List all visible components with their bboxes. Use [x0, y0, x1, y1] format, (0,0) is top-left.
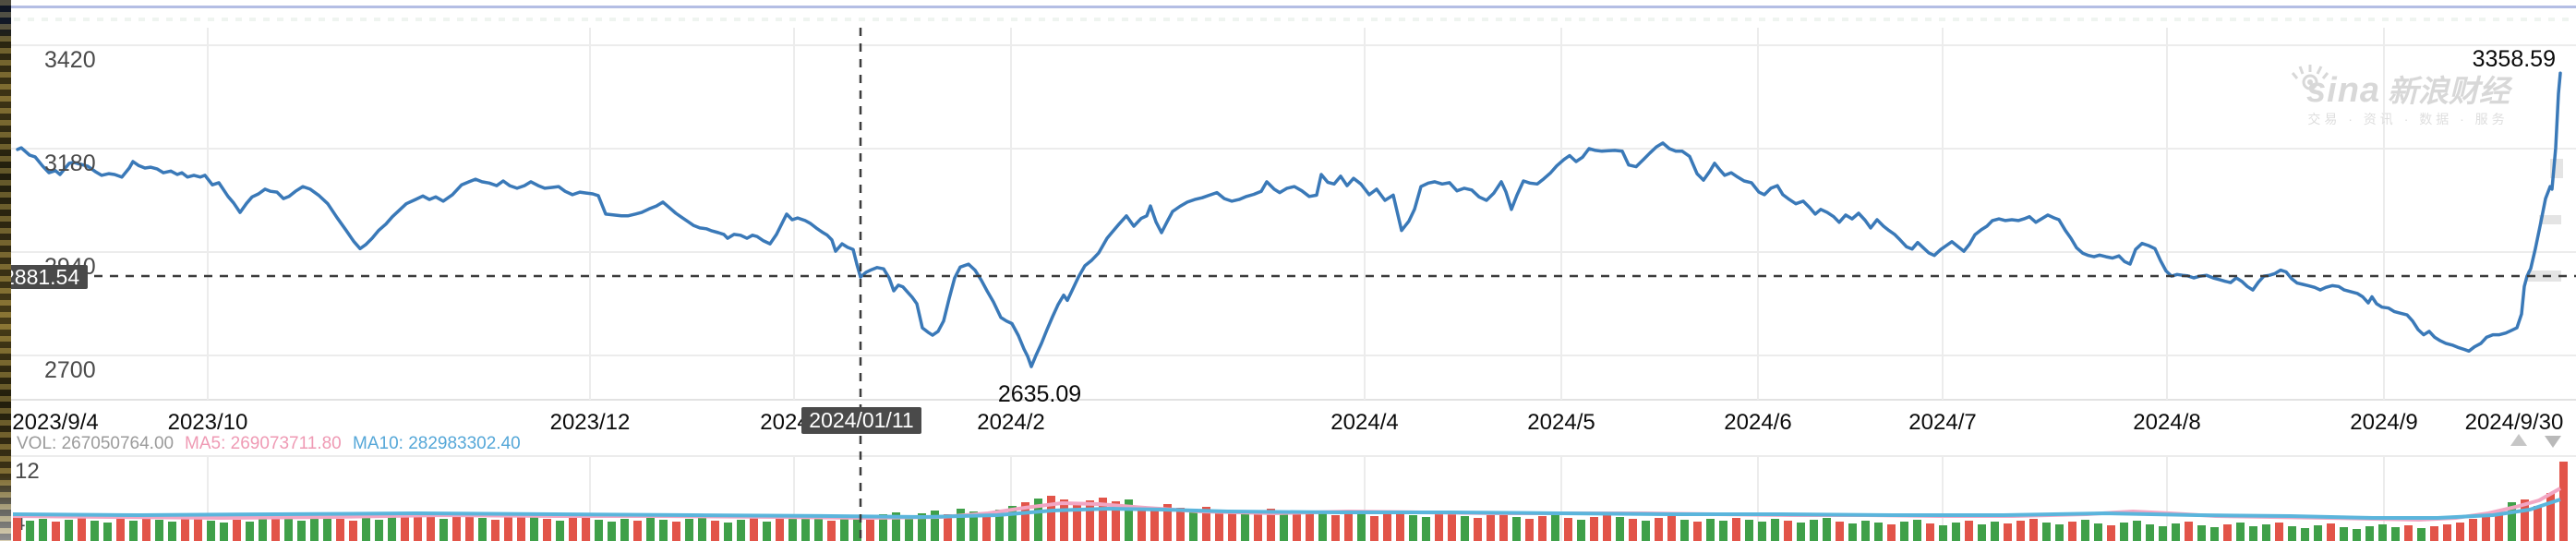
x-tick-label: 2024/2 — [977, 410, 1045, 435]
last-value-label: 3358.59 — [2472, 46, 2556, 72]
x-tick-label: 2024/9/30 — [2464, 410, 2564, 435]
sina-tagline: 交易 · 资讯 · 数据 · 服务 — [2307, 112, 2509, 126]
volume-ma5-text: MA5: 269073711.80 — [185, 434, 342, 453]
crosshair-date-tooltip: 2024/01/11 — [801, 407, 921, 434]
x-tick-label: 2024/8 — [2133, 410, 2201, 435]
crosshair-date-value: 2024/01/11 — [809, 408, 914, 432]
sina-watermark: sina 新浪财经 交易 · 资讯 · 数据 · 服务 — [2291, 65, 2510, 128]
top-progress-bar — [0, 6, 2576, 8]
volume-axis-top-label: 12 — [15, 459, 40, 484]
scroll-up-arrow[interactable] — [2510, 434, 2527, 446]
background-window-sliver — [0, 0, 11, 541]
volume-ma10-text: MA10: 282983302.40 — [353, 434, 521, 453]
volume-value-text: VOL: 267050764.00 — [17, 434, 175, 453]
crosshair — [0, 28, 2576, 541]
low-point-label: 2635.09 — [997, 381, 1082, 407]
volume-bars — [13, 462, 2568, 541]
x-tick-label: 2023/12 — [549, 410, 631, 435]
volume-ma10-line — [12, 498, 2561, 520]
sina-eye-icon — [2291, 65, 2329, 90]
x-tick-label: 2023/10 — [167, 410, 248, 435]
crosshair-price-tooltip: 2881.54 — [0, 265, 88, 289]
scroll-down-arrow[interactable] — [2545, 436, 2561, 448]
sina-watermark-logo: sina 新浪财经 — [2291, 65, 2510, 108]
price-line — [16, 71, 2562, 368]
y-tick-label: 2700 — [44, 357, 96, 383]
sina-logo-wrap: sina — [2291, 65, 2380, 108]
horizontal-gridlines — [11, 44, 2576, 457]
crosshair-price-value: 2881.54 — [3, 264, 80, 289]
y-tick-label: 3180 — [44, 150, 96, 176]
x-tick-label: 2024/7 — [1908, 410, 1977, 435]
sina-brand-cn: 新浪财经 — [2388, 74, 2510, 108]
y-tick-label: 3420 — [44, 47, 96, 73]
x-tick-label: 2024/6 — [1724, 410, 1792, 435]
x-tick-label: 2023/9/4 — [12, 410, 99, 435]
x-tick-label: 2024/4 — [1330, 410, 1399, 435]
x-tick-label: 2024/5 — [1527, 410, 1595, 435]
sina-brand-text: sina — [2306, 71, 2381, 110]
faint-tick-row — [0, 18, 2576, 21]
vertical-gridlines — [207, 28, 2385, 541]
x-tick-label: 2024/9 — [2350, 410, 2418, 435]
